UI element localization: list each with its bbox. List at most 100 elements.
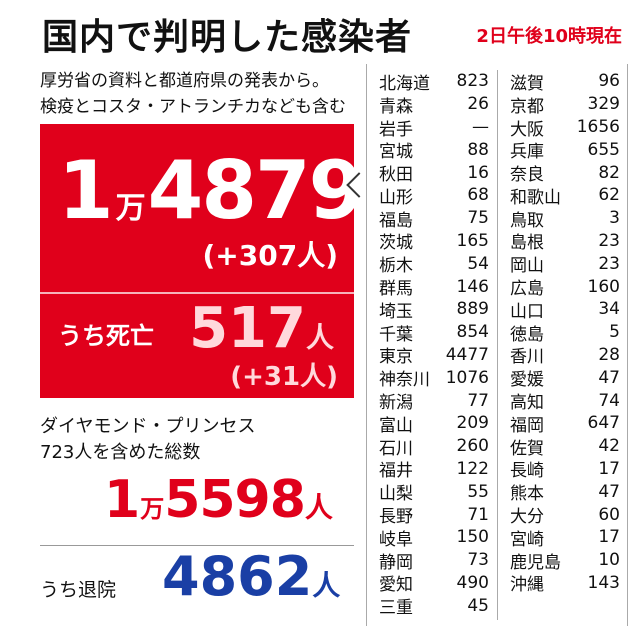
prefecture-count: 165 <box>456 230 489 251</box>
prefecture-row: 富山 209 <box>367 412 497 436</box>
deaths-number: 517 <box>189 296 306 361</box>
prefecture-name: 福岡 <box>510 415 544 436</box>
prefecture-name: 宮崎 <box>510 529 544 550</box>
prefecture-count: 55 <box>467 481 489 502</box>
prefecture-name: 愛媛 <box>510 370 544 391</box>
recovered-label: うち退院 <box>40 579 117 601</box>
diamond-princess-label-line: 723人を含めた総数 <box>40 442 201 463</box>
prefecture-row: 愛媛 47 <box>498 366 628 391</box>
prefecture-row: 静岡 73 <box>367 549 497 573</box>
prefecture-row: 長崎 17 <box>498 458 628 482</box>
prefecture-row: 岐阜 150 <box>367 526 497 550</box>
source-note-line: 検疫とコスタ・アトランチカなども含む <box>40 97 346 117</box>
prefecture-row: 宮城 88 <box>367 138 497 163</box>
prefecture-row: 大阪 1656 <box>498 116 628 140</box>
prefecture-name: 香川 <box>510 347 544 368</box>
prefecture-count: 47 <box>598 367 620 388</box>
deaths-label: うち死亡 <box>58 322 154 350</box>
prefecture-row: 千葉 854 <box>367 321 497 345</box>
prefecture-row: 島根 23 <box>498 230 628 254</box>
prefecture-name: 山口 <box>510 301 544 322</box>
prefecture-count: 490 <box>456 572 489 593</box>
recovered-number: 4862 <box>162 545 313 608</box>
prefecture-name: 山形 <box>379 187 413 208</box>
total-lead-digit: 1 <box>58 144 114 237</box>
prefecture-row: 三重 45 <box>367 594 497 619</box>
total-man-unit: 万 <box>115 191 146 226</box>
prefecture-count: 823 <box>456 71 489 92</box>
prefecture-name: 三重 <box>379 598 413 619</box>
section-divider <box>40 545 354 546</box>
prefecture-count: 122 <box>456 458 489 479</box>
prefecture-name: 北海道 <box>379 73 430 94</box>
prefecture-name: 富山 <box>379 415 413 436</box>
prefecture-row: 山梨 55 <box>367 480 497 505</box>
prefecture-row: 岡山 23 <box>498 252 628 277</box>
prefecture-count: 77 <box>467 390 489 411</box>
source-note-line: 厚労省の資料と都道府県の発表から。 <box>40 71 329 91</box>
prefecture-row: 埼玉 889 <box>367 298 497 322</box>
prefecture-row: 高知 74 <box>498 389 628 414</box>
prefecture-row: 山形 68 <box>367 184 497 208</box>
timestamp: 2日午後10時現在 <box>476 26 622 47</box>
page-title: 国内で判明した感染者 <box>42 17 413 58</box>
prefecture-name: 長野 <box>379 507 413 528</box>
prefecture-name: 大分 <box>510 507 544 528</box>
dp-rest-digits: 5598 <box>164 470 306 530</box>
prefecture-count: 1656 <box>576 116 620 137</box>
prefecture-name: 奈良 <box>510 165 544 186</box>
prefecture-count: 16 <box>467 162 489 183</box>
prefecture-row: 北海道 823 <box>367 70 497 94</box>
prefecture-row: 福島 75 <box>367 207 497 231</box>
recovered-value: 4862人 <box>162 545 340 608</box>
prefecture-name: 石川 <box>379 438 413 459</box>
prefecture-name: 宮城 <box>379 142 413 163</box>
prefecture-name: 広島 <box>510 279 544 300</box>
prefecture-row: 新潟 77 <box>367 389 497 414</box>
total-cases: 1万4879人 <box>58 144 396 237</box>
prefecture-name: 滋賀 <box>510 73 544 94</box>
prefecture-row: 沖縄 143 <box>498 572 628 596</box>
prefecture-name: 鹿児島 <box>510 552 561 573</box>
prefecture-row: 鳥取 3 <box>498 207 628 231</box>
prefecture-count: 42 <box>598 436 620 457</box>
prefecture-row: 愛知 490 <box>367 572 497 596</box>
prefecture-row: 和歌山 62 <box>498 184 628 208</box>
prefecture-count: 88 <box>467 139 489 160</box>
prefecture-row: 神奈川 1076 <box>367 366 497 391</box>
prefecture-name: 神奈川 <box>379 370 430 391</box>
prefecture-count: 160 <box>587 276 620 297</box>
prefecture-row: 福井 122 <box>367 458 497 482</box>
prefecture-count: 146 <box>456 276 489 297</box>
prefecture-name: 新潟 <box>379 393 413 414</box>
prefecture-count: 62 <box>598 185 620 206</box>
prefecture-count: 60 <box>598 504 620 525</box>
prefecture-column-right: 滋賀 96 京都 329 大阪 1656 兵庫 655 奈良 82 和歌山 62 鳥取 3 島根 23 岡山 23… <box>497 70 628 620</box>
prefecture-count: 75 <box>467 208 489 229</box>
prefecture-name: 埼玉 <box>379 301 413 322</box>
panel-divider <box>40 292 354 294</box>
recovered-unit: 人 <box>312 569 341 602</box>
prefecture-name: 和歌山 <box>510 187 561 208</box>
prefecture-row: 香川 28 <box>498 344 628 368</box>
prefecture-row: 石川 260 <box>367 435 497 459</box>
prefecture-count: 17 <box>598 458 620 479</box>
prefecture-row: 宮崎 17 <box>498 526 628 550</box>
dp-man-unit: 万 <box>140 495 165 523</box>
prefecture-count: 54 <box>467 253 489 274</box>
total-rest-digits: 4879 <box>147 144 365 237</box>
prefecture-count: 329 <box>587 94 620 115</box>
prefecture-column-left: 北海道 823 青森 26 岩手 — 宮城 88 秋田 16 山形 68 福島 75 茨城 165 栃木 54 群馬… <box>367 70 497 619</box>
prefecture-count: 3 <box>609 208 620 229</box>
prefecture-count: 4477 <box>445 344 489 365</box>
prefecture-name: 茨城 <box>379 233 413 254</box>
prefecture-count: 28 <box>598 344 620 365</box>
prefecture-count: 47 <box>598 481 620 502</box>
prefecture-name: 佐賀 <box>510 438 544 459</box>
total-cases-panel: 1万4879人 (+307人) うち死亡 517人 (+31人) <box>40 124 396 398</box>
prefecture-count: 26 <box>467 94 489 115</box>
prefecture-name: 島根 <box>510 233 544 254</box>
prefecture-count: 23 <box>598 230 620 251</box>
prefecture-row: 広島 160 <box>498 275 628 300</box>
